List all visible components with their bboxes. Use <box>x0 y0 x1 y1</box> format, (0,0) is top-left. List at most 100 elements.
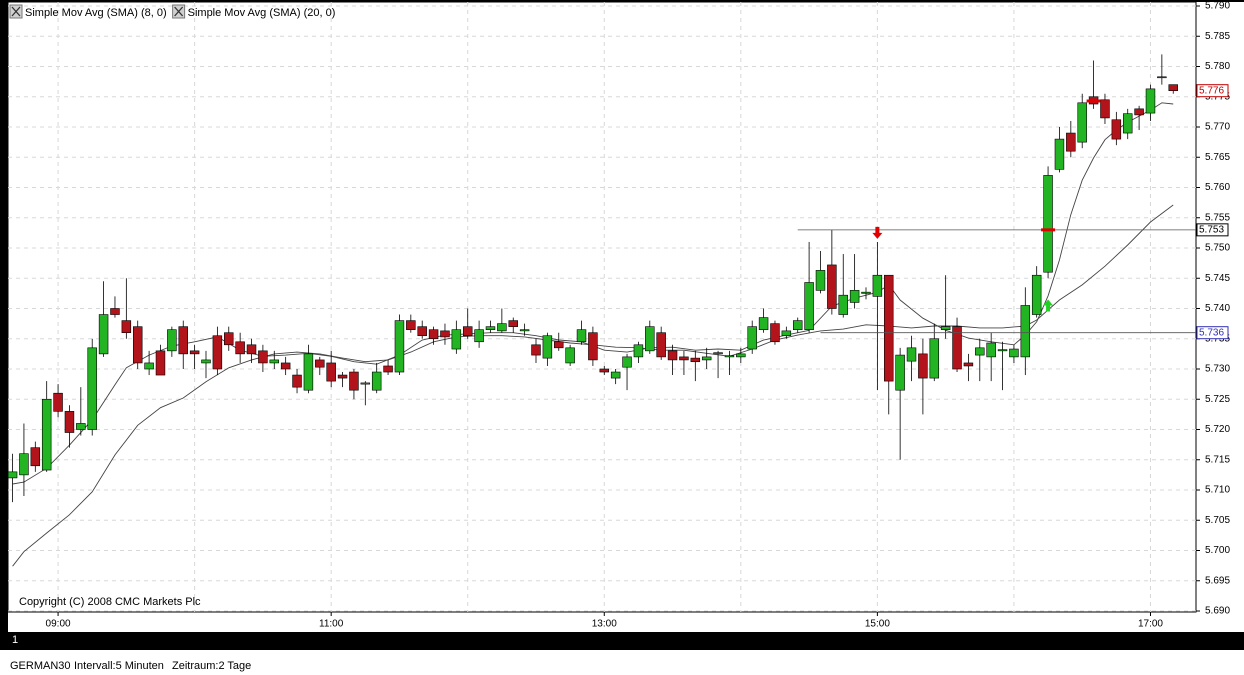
last-price-label: 5.776 <box>1199 85 1224 96</box>
level-label: 5.736 <box>1199 327 1224 338</box>
candle-body <box>394 320 405 373</box>
candle-body <box>53 392 63 412</box>
candle-body <box>565 347 575 364</box>
y-tick-label: 5.740 <box>1205 303 1230 314</box>
plot-area <box>7 1 1197 613</box>
x-tick-label: 11:00 <box>319 619 344 630</box>
level-label-box <box>1196 223 1229 237</box>
candle-body <box>656 332 666 358</box>
candle-body <box>1100 99 1110 119</box>
y-tick-label: 5.715 <box>1205 454 1230 465</box>
candle-body <box>758 317 769 330</box>
candle-body <box>178 326 188 355</box>
candle-body <box>1145 88 1156 114</box>
copyright: Copyright (C) 2008 CMC Markets Plc <box>19 596 201 608</box>
y-tick-label: 5.690 <box>1205 606 1230 617</box>
candle-body <box>360 382 371 385</box>
candle-body <box>554 341 564 349</box>
candle-body <box>87 347 97 430</box>
candle-body <box>451 329 462 350</box>
candle-body <box>428 329 439 340</box>
candle-body <box>792 320 803 330</box>
candle-body <box>1168 84 1178 92</box>
candle-body <box>406 320 416 330</box>
candle-body <box>838 294 848 315</box>
symbol: GERMAN30 <box>10 660 71 672</box>
candle-body <box>747 326 757 350</box>
candle-body <box>963 362 974 367</box>
candle-body <box>770 323 780 343</box>
x-tick-label: 09:00 <box>46 619 71 630</box>
candle-body <box>1077 102 1087 143</box>
candle-body <box>246 344 257 355</box>
candle-body <box>827 264 837 309</box>
candle-body <box>64 411 75 433</box>
period: Zeitraum:2 Tage <box>172 660 251 672</box>
y-tick-label: 5.780 <box>1205 61 1230 72</box>
candle-body <box>76 423 86 430</box>
candle-body <box>736 353 746 358</box>
top-frame <box>0 0 1244 2</box>
candle-body <box>110 308 120 315</box>
y-tick-label: 5.785 <box>1205 31 1230 42</box>
interval: Intervall:5 Minuten <box>74 660 164 672</box>
candle-body <box>861 291 871 294</box>
y-tick-label: 5.705 <box>1205 515 1230 526</box>
candle-body <box>1134 108 1144 116</box>
candle-body <box>326 362 336 382</box>
y-tick-label: 5.700 <box>1205 545 1230 556</box>
candle-body <box>713 352 723 355</box>
candle-body <box>929 338 940 379</box>
legend-checkbox-x <box>174 6 184 17</box>
candle-body <box>337 374 348 379</box>
last-price-label-box <box>1196 84 1229 98</box>
candle-body <box>371 371 382 391</box>
candle-body <box>781 330 792 337</box>
candle-body <box>667 350 678 361</box>
candle-body <box>724 355 735 358</box>
candle-body <box>167 329 177 352</box>
x-tick-label: 17:00 <box>1138 619 1163 630</box>
legend-item: Simple Mov Avg (SMA) (20, 0) <box>172 4 336 19</box>
candle-body <box>485 326 496 330</box>
candle-body <box>542 335 553 359</box>
candle-body <box>19 453 29 476</box>
candle-body <box>440 330 450 338</box>
candle-body <box>986 342 996 358</box>
candle-body <box>201 359 211 364</box>
candle-body <box>645 326 655 352</box>
candle-body <box>189 350 200 355</box>
candle-body <box>918 353 928 379</box>
pane-index: 1 <box>12 634 18 646</box>
y-tick-label: 5.710 <box>1205 485 1230 496</box>
candle-body <box>98 314 109 355</box>
y-tick-label: 5.755 <box>1205 212 1230 223</box>
candle-body <box>519 329 530 332</box>
y-tick-label: 5.725 <box>1205 394 1230 405</box>
candle-body <box>872 274 883 297</box>
candle-body <box>258 350 268 364</box>
left-frame <box>0 0 8 650</box>
candle-body <box>474 329 484 343</box>
y-tick-label: 5.730 <box>1205 364 1230 375</box>
level-label-box <box>1196 326 1229 340</box>
candle-body <box>576 329 587 343</box>
legend-checkbox-x <box>11 6 21 17</box>
candle-body <box>599 368 610 373</box>
candles <box>7 54 1178 503</box>
candle-body <box>906 347 917 362</box>
x-tick-label: 13:00 <box>592 619 617 630</box>
candle-body <box>224 332 234 346</box>
y-tick-label: 5.770 <box>1205 122 1230 133</box>
y-tick-label: 5.745 <box>1205 273 1230 284</box>
candle-body <box>1111 119 1122 140</box>
candle-body <box>701 356 712 361</box>
candle-body <box>508 320 518 327</box>
candle-body <box>1043 175 1053 273</box>
candle-body <box>815 270 826 291</box>
candle-body <box>1122 113 1133 134</box>
candle-body <box>315 359 325 368</box>
signal-arrow <box>1043 299 1054 312</box>
legend-label: Simple Mov Avg (SMA) (20, 0) <box>188 7 336 19</box>
